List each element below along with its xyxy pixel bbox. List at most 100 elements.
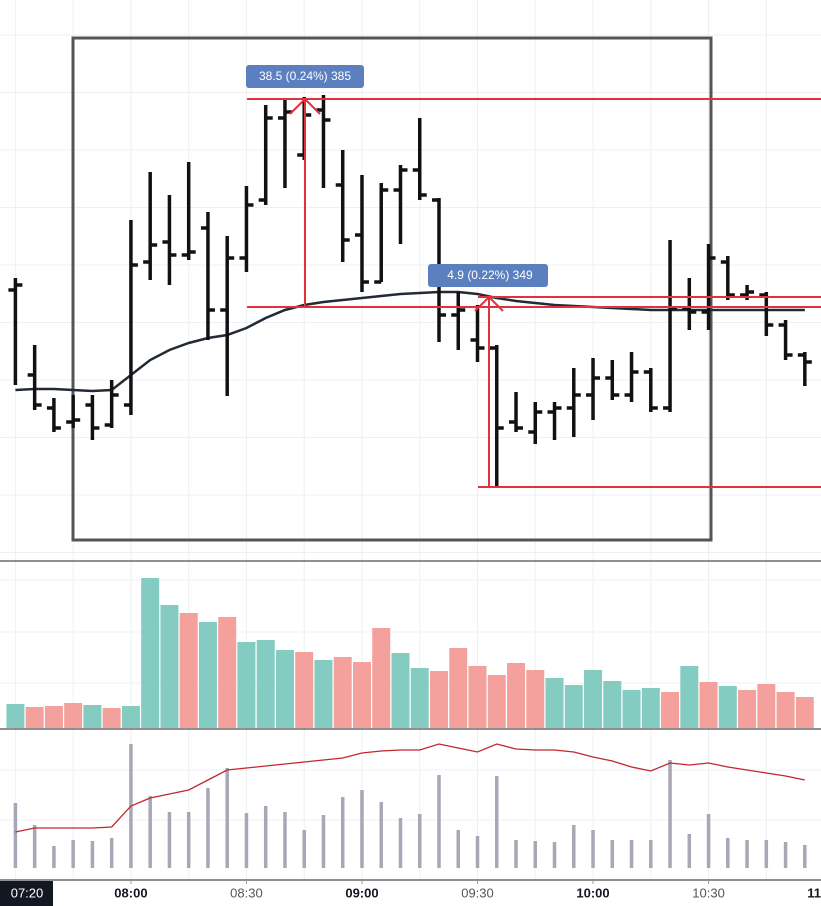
volume-bar [218,617,237,728]
volume-bar [179,613,198,728]
histogram-bar [629,840,634,868]
volume-bar [507,663,526,728]
histogram-bar [398,818,403,868]
histogram-bar [321,815,326,868]
x-tick-label: 11 [807,885,821,900]
volume-bar [83,705,102,728]
histogram-bar [726,838,730,868]
volume-bar [372,628,391,728]
volume-bar [141,578,160,728]
histogram-bar [167,812,172,868]
volume-bar [429,671,448,728]
marks [6,95,814,868]
histogram-bar [706,814,711,868]
volume-bar [391,653,410,728]
volume-bar [121,706,140,728]
volume-bar [680,666,699,728]
volume-bar [757,684,776,728]
volume-bar [198,622,217,728]
histogram-bar [340,797,345,868]
histogram-bar [379,802,383,868]
volume-bar [25,707,44,728]
histogram-bar [32,825,37,868]
histogram-bar [533,841,538,868]
arrow-head [474,295,504,312]
histogram-bar [225,768,229,868]
volume-bar [584,670,603,728]
histogram-bar [186,812,191,868]
x-tick-label: 08:30 [230,885,263,900]
histogram-bar [514,840,518,868]
volume-bar [622,690,641,728]
histogram-bar [71,840,75,868]
volume-bar [256,640,275,728]
histogram-bar [552,842,557,868]
x-tick-label: 08:00 [114,885,147,900]
arrow-head [289,97,321,115]
volume-bar [44,706,63,728]
volume-bar [545,678,564,728]
x-tick-label: 10:30 [692,885,725,900]
time-axis: 08:00 08:30 09:00 09:30 10:00 10:30 11 [114,880,821,900]
volume-bar [102,708,121,728]
volume-bar [314,660,333,728]
volume-bar [738,690,757,728]
histogram-bar [572,825,576,868]
measure-label-box [246,65,364,88]
volume-bar [661,692,680,728]
histogram-bar [687,834,692,868]
volume-bar [487,675,506,728]
measure-label: 38.5 (0.24%) 385 [259,69,351,83]
volume-bar [449,648,468,728]
volume-bar [603,681,622,728]
histogram-bar [148,796,152,868]
histogram-bar [360,790,364,868]
grid [0,0,821,880]
histogram-bar [90,841,95,868]
volume-bar [64,703,83,728]
histogram-bar [610,840,615,868]
indicator-line [15,743,805,833]
volume-bar [641,688,660,728]
volume-bar [699,682,718,728]
volume-bar [468,666,487,728]
histogram-bar [109,838,114,868]
histogram-bar [649,840,653,868]
histogram-bar [745,840,749,868]
volume-bar [526,670,545,728]
histogram-bar [764,840,769,868]
cursor-label-box [0,881,53,906]
histogram-bar [803,845,807,868]
volume-bar [352,662,371,728]
measure-2 [474,295,821,488]
x-tick-label: 09:30 [461,885,494,900]
histogram-bar [456,830,461,868]
histogram-bar [783,842,788,868]
histogram-bar [417,814,422,868]
histogram-bar [668,760,672,868]
histogram-bar [244,813,249,868]
histogram-bar [591,830,595,868]
measure-label-box [428,264,548,287]
rectangle-drawing [71,36,713,542]
histogram-bar [263,806,268,868]
histogram-bar [302,830,306,868]
volume-bar [275,650,294,728]
measure-1 [247,97,821,308]
cursor-label: 07:20 [11,885,44,900]
volume-bar [564,685,583,728]
volume-bar [6,704,25,728]
histogram-bar [283,812,287,868]
x-tick-label: 09:00 [345,885,378,900]
histogram-bar [495,776,499,868]
volume-bar [333,657,352,728]
histogram-bar [437,775,441,868]
volume-bar [160,605,179,728]
volume-bar [795,697,814,728]
histogram-bar [206,788,210,868]
moving-average [15,290,805,393]
measure-label: 4.9 (0.22%) 349 [447,268,533,282]
volume-bar [237,642,256,728]
